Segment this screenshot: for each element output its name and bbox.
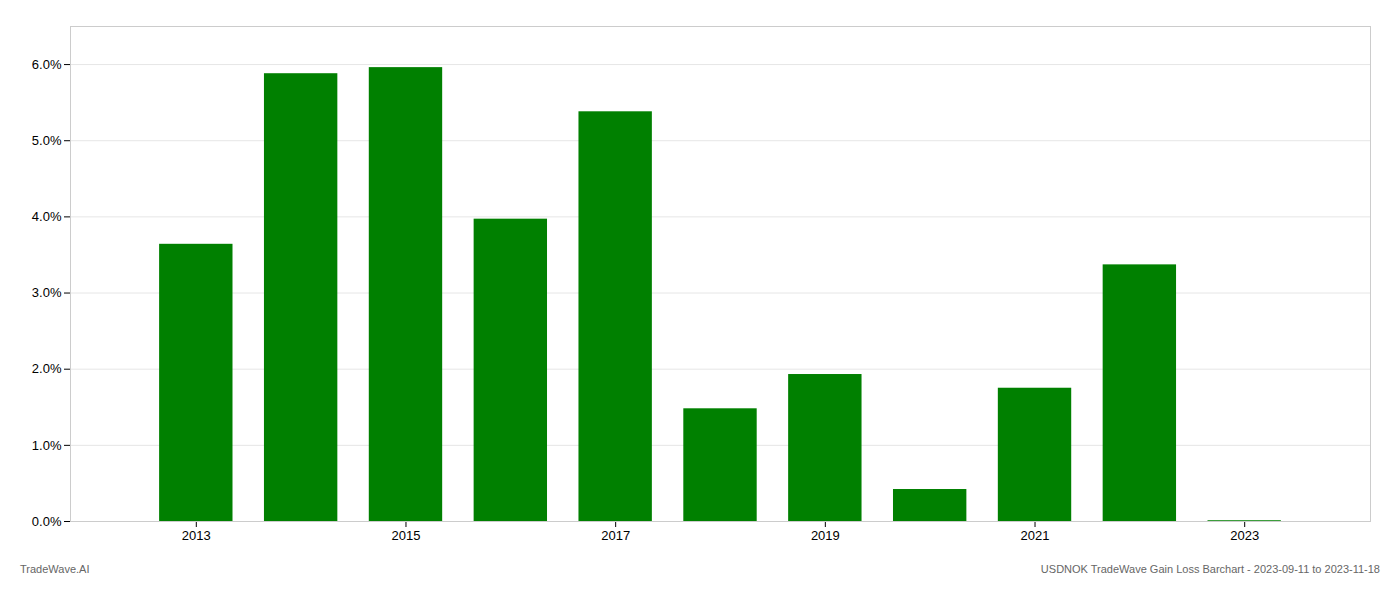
svg-text:4.0%: 4.0% (32, 209, 62, 224)
svg-text:3.0%: 3.0% (32, 285, 62, 300)
svg-text:2017: 2017 (601, 528, 630, 543)
svg-text:5.0%: 5.0% (32, 133, 62, 148)
svg-text:6.0%: 6.0% (32, 57, 62, 72)
svg-text:2013: 2013 (182, 528, 211, 543)
html-text:TradeWave.AI: TradeWave.AI (20, 563, 90, 575)
svg-text:2019: 2019 (811, 528, 840, 543)
svg-text:2015: 2015 (392, 528, 421, 543)
svg-text:2023: 2023 (1230, 528, 1259, 543)
svg-text:2.0%: 2.0% (32, 361, 62, 376)
svg-text:0.0%: 0.0% (32, 514, 62, 529)
svg-text:1.0%: 1.0% (32, 438, 62, 453)
html-text:USDNOK TradeWave Gain Loss Bar: USDNOK TradeWave Gain Loss Barchart - 20… (1040, 563, 1380, 575)
svg-text:2021: 2021 (1021, 528, 1050, 543)
